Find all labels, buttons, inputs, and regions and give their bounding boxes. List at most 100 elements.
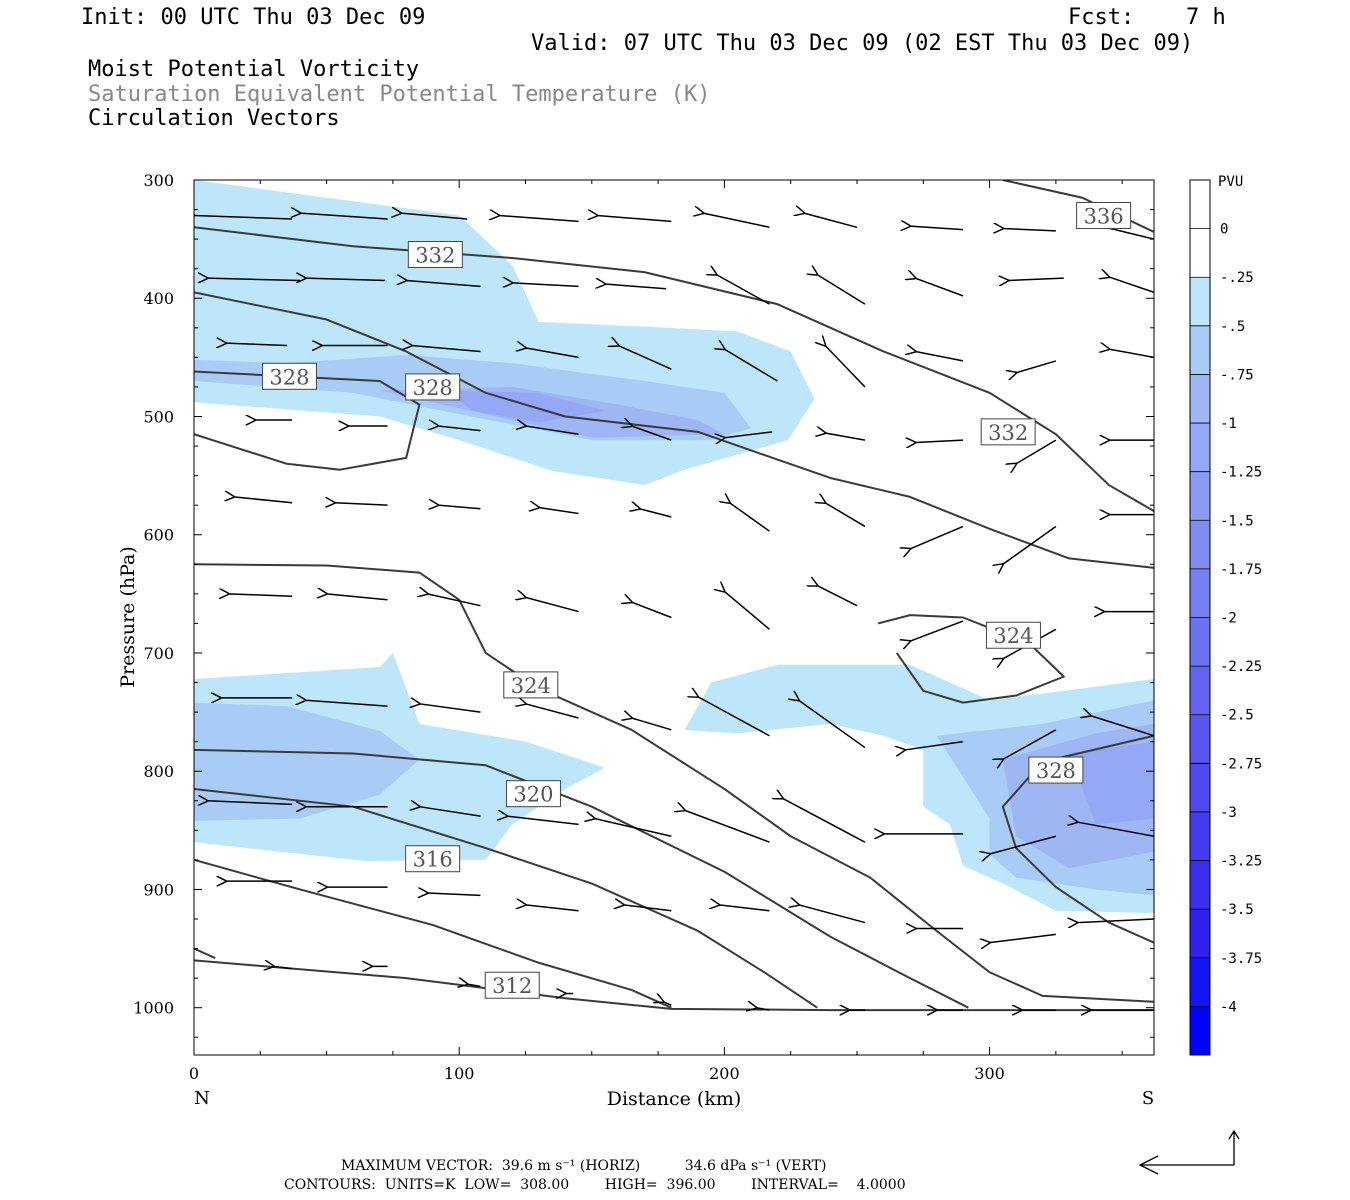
colorbar-level-label: -4 — [1220, 999, 1237, 1015]
contour-label-box — [505, 780, 561, 808]
pv-shading-region-4 — [445, 390, 606, 423]
circulation-vector-72 — [419, 807, 481, 817]
circulation-vector-18 — [1008, 278, 1064, 280]
colorbar-swatch — [1190, 471, 1210, 521]
contour-label-box — [484, 971, 540, 999]
plot-frame — [193, 179, 1155, 1056]
colorbar-swatch — [1190, 957, 1210, 1007]
max-vector-note: MAXIMUM VECTOR: 39.6 m s⁻¹ (HORIZ) 34.6 … — [341, 1158, 827, 1174]
circulation-vector-51 — [327, 594, 388, 601]
x-end-label-south: S — [1142, 1088, 1154, 1109]
y-tick-label: 600 — [143, 526, 174, 545]
circulation-vector-28 — [1016, 360, 1057, 373]
colorbar-swatch — [1190, 666, 1210, 715]
init-time: Init: 00 UTC Thu 03 Dec 09 — [81, 5, 426, 30]
circulation-vector-90 — [274, 966, 293, 968]
theta-contour-312-9 — [194, 858, 672, 1009]
circulation-vector-76 — [783, 798, 866, 843]
circulation-vector-24 — [618, 346, 672, 370]
circulation-vector-45 — [730, 503, 770, 532]
circulation-vector-43 — [539, 508, 579, 515]
circulation-vector-26 — [825, 346, 866, 388]
circulation-vector-69 — [1090, 716, 1154, 737]
circulation-vector-57 — [910, 620, 964, 641]
circulation-vector-0 — [194, 215, 293, 219]
x-tick-label: 100 — [444, 1064, 475, 1083]
circulation-vector-1 — [300, 213, 388, 220]
circulation-vector-95 — [756, 1008, 770, 1010]
circulation-vector-17 — [915, 278, 964, 297]
y-tick-label: 400 — [143, 289, 174, 308]
colorbar-level-label: -2 — [1220, 611, 1237, 627]
contour-label: 324 — [993, 624, 1033, 648]
colorbar-level-label: -2.75 — [1220, 756, 1262, 772]
colorbar-swatch — [1190, 714, 1210, 764]
circulation-vector-63 — [525, 704, 579, 719]
colorbar-swatch — [1190, 617, 1210, 667]
field-title-theta: Saturation Equivalent Potential Temperat… — [88, 82, 711, 107]
circulation-vector-20 — [226, 343, 287, 345]
colorbar-level-label: -.75 — [1220, 367, 1254, 383]
circulation-vector-22 — [411, 346, 481, 353]
circulation-vector-54 — [632, 602, 672, 619]
circulation-vector-64 — [632, 718, 672, 731]
colorbar-swatch — [1190, 520, 1210, 569]
theta-contour-324-5 — [877, 614, 1065, 704]
colorbar-swatch — [1190, 568, 1210, 618]
theta-contour-328-3 — [194, 370, 421, 471]
contour-label-box — [1076, 201, 1132, 229]
circulation-vector-38 — [1016, 439, 1057, 464]
colorbar-swatch — [1190, 180, 1210, 229]
colorbar-swatch — [1190, 325, 1210, 375]
colorbar-level-label: -1.25 — [1220, 465, 1262, 481]
circulation-vector-79 — [1077, 822, 1154, 837]
colorbar-level-label: -3 — [1220, 805, 1237, 821]
circulation-vector-62 — [419, 704, 481, 713]
circulation-vector-10 — [207, 278, 301, 280]
circulation-vector-3 — [499, 215, 579, 223]
colorbar-swatch — [1190, 860, 1210, 910]
circulation-vector-74 — [594, 819, 672, 837]
contour-label-box — [503, 671, 559, 699]
circulation-vector-88 — [990, 933, 1056, 942]
y-tick-label: 900 — [143, 880, 174, 899]
x-axis-label: Distance (km) — [607, 1088, 742, 1110]
circulation-vector-67 — [905, 740, 964, 750]
colorbar-swatch — [1190, 1006, 1210, 1055]
circulation-vector-2 — [401, 213, 468, 220]
colorbar-level-label: -3.25 — [1220, 854, 1262, 870]
colorbar-title: PVU — [1218, 174, 1243, 190]
circulation-vector-19 — [1109, 277, 1154, 294]
forecast-hours: 7 h — [1186, 5, 1226, 30]
contour-label-box — [985, 621, 1041, 649]
circulation-vector-27 — [915, 351, 964, 362]
contours-note: CONTOURS: UNITS=K LOW= 308.00 HIGH= 396.… — [284, 1177, 906, 1193]
circulation-vector-29 — [1109, 349, 1154, 359]
circulation-vector-61 — [305, 700, 388, 707]
contour-label-box — [1028, 756, 1084, 784]
colorbar-level-label: -.5 — [1220, 319, 1245, 335]
colorbar-swatch — [1190, 811, 1210, 861]
circulation-vector-75 — [685, 810, 770, 843]
contour-label: 320 — [513, 783, 553, 807]
colorbar-level-label: -2.25 — [1220, 659, 1262, 675]
circulation-vector-12 — [406, 281, 481, 288]
circulation-vector-23 — [525, 348, 579, 359]
circulation-vector-42 — [438, 505, 481, 509]
circulation-vector-4 — [597, 215, 672, 223]
circulation-vector-70 — [207, 801, 293, 805]
colorbar-level-label: -1.75 — [1220, 562, 1262, 578]
colorbar-level-label: 0 — [1220, 222, 1228, 238]
circulation-vector-47 — [910, 525, 964, 548]
circulation-vector-56 — [817, 586, 858, 607]
circulation-vector-13 — [512, 283, 579, 287]
field-title-pv: Moist Potential Vorticity — [88, 57, 420, 82]
circulation-vector-16 — [817, 275, 866, 305]
contour-label: 332 — [415, 243, 455, 267]
colorbar-swatch — [1190, 423, 1210, 472]
circulation-vector-82 — [427, 893, 481, 895]
circulation-vector-46 — [825, 503, 866, 528]
reference-vector-icon — [1138, 1129, 1240, 1175]
contour-label: 336 — [1084, 204, 1124, 228]
circulation-vector-50 — [228, 594, 293, 596]
